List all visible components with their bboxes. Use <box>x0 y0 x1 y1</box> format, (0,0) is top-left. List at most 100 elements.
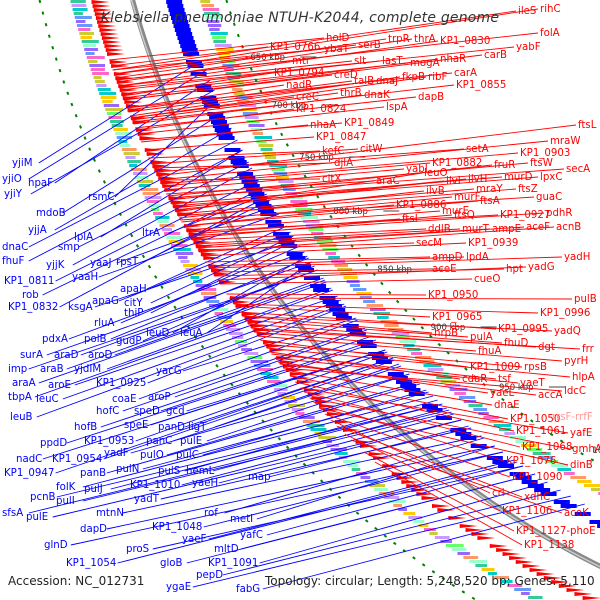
cog-band-segment <box>411 352 423 355</box>
cog-band-segment <box>403 512 416 515</box>
forward-gene-arrow <box>411 488 430 492</box>
cog-band-segment <box>290 200 308 203</box>
reverse-gene-arrow <box>435 416 452 420</box>
gene-label: hemL <box>186 466 215 477</box>
gene-leader-line <box>113 8 539 75</box>
gene-label: aroD <box>88 350 112 361</box>
gene-leader-line <box>130 373 410 454</box>
cog-band-segment <box>144 196 162 199</box>
cog-band-segment <box>431 372 449 375</box>
cog-band-segment <box>264 156 277 159</box>
gene-leader-line <box>160 339 377 412</box>
forward-gene-arrow <box>158 176 177 180</box>
cog-band-segment <box>413 520 425 523</box>
cog-band-segment <box>80 36 93 39</box>
forward-gene-arrow <box>150 160 169 164</box>
gene-leader-line <box>206 373 410 442</box>
gene-label: dapD <box>80 524 107 535</box>
cog-band-segment <box>366 304 384 307</box>
forward-gene-arrow <box>193 240 212 244</box>
cog-band-segment <box>99 92 117 95</box>
gene-label: KP1_1009 <box>470 362 520 373</box>
cog-band-segment <box>90 68 105 71</box>
gene-leader-line <box>234 305 431 318</box>
reverse-strand-labels: yjiM yjiO hpaF yjiY rsmC mdoB yjjA lplA dnaC smp l… <box>2 59 585 595</box>
cog-band-segment <box>241 348 252 351</box>
forward-gene-arrow <box>432 504 450 508</box>
cog-band-segment <box>81 40 99 43</box>
gene-label: KP1_0927 <box>500 210 550 221</box>
genome-backbone <box>38 0 600 600</box>
gene-label: yjiY <box>4 189 23 200</box>
cog-band-segment <box>226 328 241 331</box>
forward-gene-arrow <box>139 136 158 140</box>
cog-band-segment <box>337 268 353 271</box>
gene-leader-line <box>166 381 418 456</box>
gene-label: pyrH <box>564 356 588 367</box>
gene-label: xdhC <box>524 492 550 503</box>
gene-leader-line <box>122 435 482 514</box>
cog-band-segment <box>92 72 109 75</box>
forward-strand-labels: holDKP1_0766ybaTserBtrpRthrAKP1_0830ileS… <box>109 4 600 551</box>
gene-leader-line <box>126 72 453 109</box>
cog-band-segment <box>206 300 220 303</box>
gene-leader-line <box>173 180 445 209</box>
gene-leader-line <box>54 127 232 231</box>
gene-label: cueO <box>474 274 500 285</box>
gene-label: gcd <box>166 406 185 417</box>
gene-leader-line <box>159 140 549 181</box>
cog-band-segment <box>374 488 388 491</box>
forward-gene-arrow <box>529 568 548 572</box>
gene-leader-line <box>162 162 431 187</box>
gene-label: KP1_0886 <box>396 200 446 211</box>
forward-gene-arrow <box>509 556 528 560</box>
gene-leader-line <box>195 228 491 247</box>
cog-band-segment <box>97 88 111 91</box>
cog-band-segment <box>267 380 281 383</box>
gene-label: aceF <box>526 222 550 233</box>
gene-leader-line <box>119 60 381 91</box>
accession-text: Accession: NC_012731 <box>8 574 145 588</box>
gene-label: pulB <box>574 294 597 305</box>
cog-band-segment <box>325 252 336 255</box>
gene-leader-line <box>55 357 394 474</box>
gene-leader-line <box>167 162 529 197</box>
reverse-gene-arrow <box>173 24 190 28</box>
forward-gene-arrow <box>322 408 341 412</box>
cog-band-segment <box>161 228 173 231</box>
cog-band-segment <box>347 464 359 467</box>
gene-label: yabF <box>516 42 541 53</box>
forward-gene-arrow <box>496 548 515 552</box>
gene-label: KP1_1061 <box>516 426 566 437</box>
gene-leader-line <box>229 297 573 300</box>
forward-gene-arrow <box>105 48 124 52</box>
reverse-gene-arrow <box>509 472 526 476</box>
gene-label: pepD <box>196 570 223 581</box>
cog-band-segment <box>584 484 600 487</box>
cog-band-segment <box>563 472 575 475</box>
cog-band-segment <box>475 564 488 567</box>
gene-label: apaH <box>120 284 147 295</box>
gene-label: acnB <box>556 222 581 233</box>
gene-label: pdhR <box>546 208 572 219</box>
cog-band-segment <box>214 44 232 47</box>
cog-band-segment <box>451 548 467 551</box>
cog-band-segment <box>209 304 224 307</box>
cog-band-segment <box>229 332 243 335</box>
gene-leader-line <box>109 37 325 61</box>
gene-label: rof <box>204 508 218 519</box>
cog-band-segment <box>360 476 371 479</box>
cog-band-segment <box>232 88 243 91</box>
cog-band-segment <box>408 516 423 519</box>
forward-gene-arrow <box>582 596 600 600</box>
cog-band-segment <box>182 264 198 267</box>
cog-band-segment <box>458 396 476 399</box>
reverse-gene-arrow <box>313 288 330 292</box>
cog-band-segment <box>157 220 169 223</box>
gene-label: panC <box>146 436 172 447</box>
cog-band-segment <box>85 52 95 55</box>
gene-label: frr <box>582 344 595 355</box>
gene-leader-line <box>259 481 548 564</box>
cog-band-segment <box>328 256 340 259</box>
gene-label: setA <box>466 144 489 155</box>
